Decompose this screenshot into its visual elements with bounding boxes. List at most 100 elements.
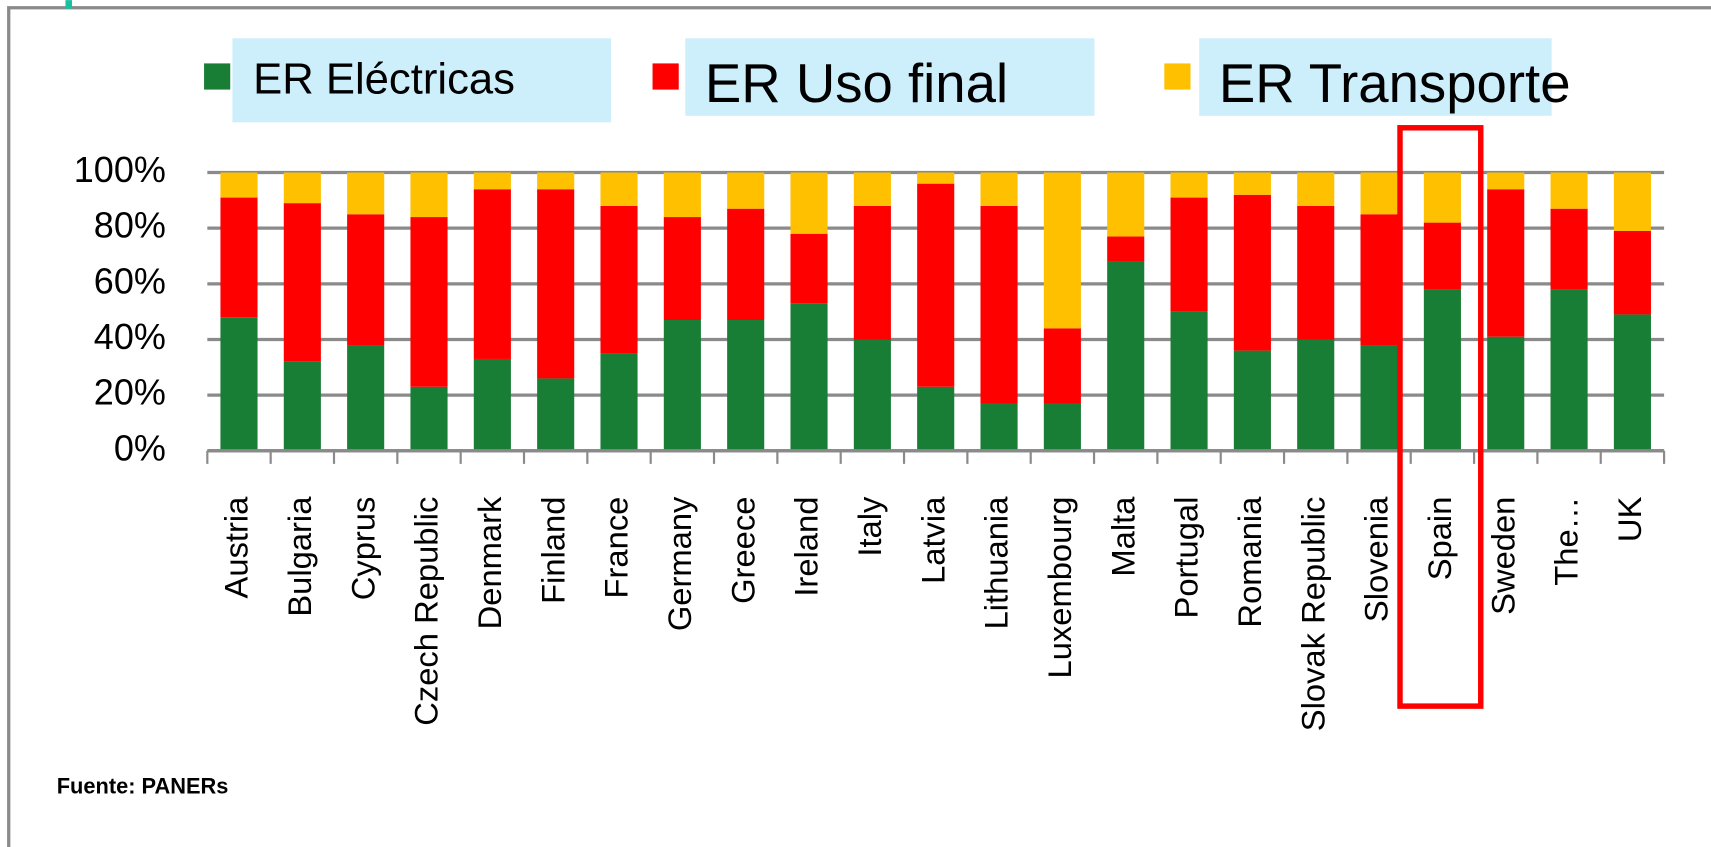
bar-segment <box>473 358 511 451</box>
bar-segment <box>347 172 385 215</box>
bar-segment <box>1487 189 1525 337</box>
x-tick-label: Bulgaria <box>281 496 318 617</box>
bar-segment <box>473 189 511 359</box>
bar-segment <box>1613 172 1651 231</box>
bar-segment <box>727 172 765 209</box>
x-tick-label: Sweden <box>1484 497 1521 615</box>
bar-segment <box>1550 289 1588 451</box>
x-tick-label: UK <box>1611 496 1648 542</box>
bar-segment <box>220 197 258 318</box>
bar-segment <box>1107 172 1145 237</box>
y-tick-label: 80% <box>94 205 166 246</box>
bar-segment <box>1423 222 1461 290</box>
legend-swatch <box>204 63 231 90</box>
bar-segment <box>663 172 701 218</box>
bar-segment <box>727 208 765 320</box>
y-tick-label: 20% <box>94 372 166 413</box>
bar-segment <box>537 172 575 190</box>
x-tick-label: Luxembourg <box>1041 497 1078 679</box>
bar-segment <box>663 319 701 451</box>
legend-box <box>685 38 1095 116</box>
bar-segment <box>853 205 891 340</box>
bar-segment <box>853 339 891 451</box>
bar-segment <box>220 172 258 198</box>
bar-segment <box>790 172 828 234</box>
x-tick-label: Greece <box>724 497 761 604</box>
x-tick-label: Slovenia <box>1358 496 1395 622</box>
legend-label: ER Uso final <box>705 53 1008 114</box>
bar-segment <box>537 189 575 379</box>
bar-segment <box>980 403 1018 451</box>
bar-segment <box>283 172 321 204</box>
bar-segment <box>1297 172 1335 206</box>
bar-segment <box>727 319 765 451</box>
legend-label: ER Eléctricas <box>253 54 515 103</box>
bar-segment <box>1233 172 1271 195</box>
bar-segment <box>980 172 1018 206</box>
bar-segment <box>1360 345 1398 451</box>
bar-segment <box>1043 172 1081 329</box>
bar-segment <box>1107 261 1145 451</box>
bar-segment <box>917 172 955 184</box>
x-tick-label: Ireland <box>788 497 825 597</box>
x-tick-label: Malta <box>1104 496 1141 577</box>
highlight-box <box>1397 125 1484 709</box>
frame <box>7 6 1711 847</box>
bar-segment <box>1550 208 1588 290</box>
x-tick-label: Cyprus <box>344 497 381 601</box>
bar-segment <box>1423 289 1461 451</box>
bar-segment <box>917 386 955 451</box>
bar-segment <box>600 172 638 206</box>
bar-segment <box>1550 172 1588 209</box>
legend-box <box>232 38 612 123</box>
x-tick-label: Germany <box>661 496 698 631</box>
bar-segment <box>790 233 828 304</box>
bar-segment <box>283 203 321 362</box>
x-tick-label: Spain <box>1421 497 1458 581</box>
x-tick-label: Austria <box>218 496 255 599</box>
bar-segment <box>347 214 385 346</box>
bar-segment <box>1233 194 1271 351</box>
bar-segment <box>537 378 575 451</box>
corner-accent <box>65 0 73 9</box>
bar-segment <box>1423 172 1461 223</box>
bar-segment <box>1233 350 1271 451</box>
bar-segment <box>1360 214 1398 346</box>
bar-segment <box>600 353 638 451</box>
bar-segment <box>1487 336 1525 451</box>
bar-segment <box>410 217 448 387</box>
bar-segment <box>1107 236 1145 262</box>
y-tick-label: 0% <box>114 427 166 468</box>
bar-segment <box>1487 172 1525 190</box>
bar-segment <box>1170 197 1208 312</box>
x-tick-label: Czech Republic <box>408 497 445 726</box>
x-tick-label: Finland <box>534 497 571 604</box>
x-tick-label: The… <box>1548 497 1585 586</box>
legend-box <box>1199 38 1552 116</box>
y-tick-label: 60% <box>94 260 166 301</box>
y-tick-label: 100% <box>74 149 166 190</box>
bar-segment <box>410 386 448 451</box>
bar-segment <box>410 172 448 218</box>
x-tick-label: Italy <box>851 496 888 557</box>
bar-segment <box>1613 314 1651 451</box>
legend-swatch <box>652 63 679 90</box>
legend-label: ER Transporte <box>1219 53 1571 114</box>
x-tick-label: France <box>598 497 635 599</box>
bar-segment <box>220 317 258 451</box>
bar-segment <box>1297 339 1335 451</box>
x-tick-label: Portugal <box>1168 497 1205 619</box>
x-tick-label: Slovak Republic <box>1294 497 1331 732</box>
x-tick-label: Latvia <box>914 496 951 584</box>
bar-segment <box>790 303 828 451</box>
bar-segment <box>1360 172 1398 215</box>
bar-segment <box>1297 205 1335 340</box>
bar-segment <box>347 345 385 451</box>
x-tick-label: Romania <box>1231 496 1268 628</box>
bar-segment <box>600 205 638 354</box>
bar-segment <box>283 361 321 451</box>
bar-segment <box>917 183 955 387</box>
x-tick-label: Denmark <box>471 496 508 629</box>
bar-segment <box>1170 311 1208 451</box>
